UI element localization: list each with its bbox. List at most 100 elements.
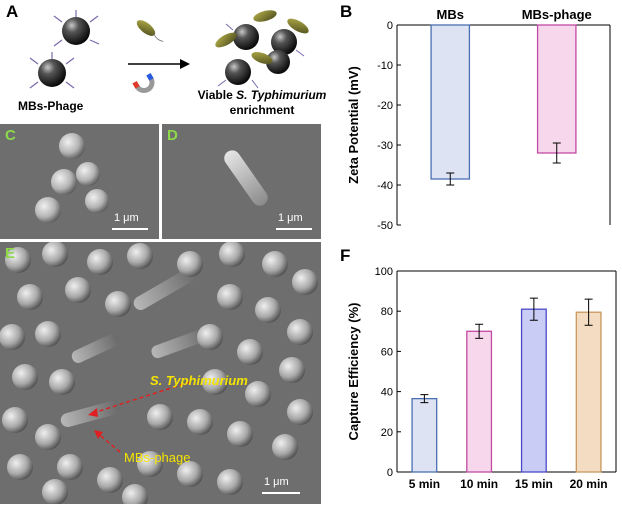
microbead-icon — [147, 404, 173, 430]
bead-icon — [233, 24, 259, 50]
panel-letter-a: A — [6, 2, 19, 21]
arrow-head-icon — [88, 408, 98, 417]
microbead-cluster-icon — [35, 133, 109, 223]
y-tick-label: 100 — [375, 266, 393, 278]
microbead-icon — [255, 297, 281, 323]
bead-icon — [266, 50, 290, 74]
y-tick-label: -10 — [377, 60, 393, 72]
bacterium-icon — [136, 20, 164, 42]
scale-bar-e — [262, 492, 300, 494]
panel-a-schematic — [29, 10, 309, 93]
scale-bar-d — [276, 228, 312, 230]
category-label: 5 min — [409, 477, 440, 491]
microbead-icon — [122, 484, 148, 504]
bead-icon — [271, 29, 297, 55]
bar-2 — [466, 330, 493, 473]
panel-letter-e: E — [5, 245, 16, 262]
microbead-icon — [97, 467, 123, 493]
scale-text-e: 1 μm — [264, 476, 289, 488]
microbead-icon — [292, 269, 318, 295]
y-tick-label: -20 — [377, 100, 393, 112]
arrow-bacteria — [89, 381, 191, 415]
bacterium-icon — [215, 32, 237, 48]
bead-icon — [225, 59, 251, 85]
microbead-icon — [127, 243, 153, 269]
zeta-potential-chart: 0 -10 -20 -30 -40 -50 Zeta Potential (mV) MBs MB… — [346, 7, 611, 232]
microbead-icon — [87, 249, 113, 275]
microbead-icon — [217, 469, 243, 495]
microbead-icon — [42, 242, 68, 267]
microbead-icon — [187, 409, 213, 435]
enrichment-label: Viable S. Typhimurium enrichment — [187, 88, 337, 118]
enrichment-label-line2: enrichment — [229, 103, 295, 117]
enrichment-label-prefix: Viable — [197, 88, 237, 102]
panel-letter-b: B — [340, 2, 353, 21]
microbead-icon — [49, 369, 75, 395]
microbead-icon — [287, 319, 313, 345]
microbead-icon — [5, 247, 31, 273]
y-tick-label: 60 — [381, 346, 393, 358]
bead-icon — [53, 10, 100, 47]
y-tick-label: -30 — [377, 140, 393, 152]
bar-3 — [520, 308, 547, 473]
category-label: MBs-phage — [522, 7, 592, 22]
scale-bar-c — [112, 228, 148, 230]
microbead-icon — [105, 291, 131, 317]
microbead-icon — [279, 357, 305, 383]
sem-image-e: E S. Typhimurium MBs-phage 1 μm — [0, 242, 321, 504]
panel-letter-c: C — [5, 127, 16, 144]
category-label: 10 min — [460, 477, 498, 491]
microbead-icon — [262, 251, 288, 277]
bacterium-icon — [251, 51, 273, 65]
y-tick-label: 20 — [381, 427, 393, 439]
sem-image-d: D 1 μm — [162, 124, 321, 239]
microbead-icon — [245, 381, 271, 407]
microbead-icon — [17, 284, 43, 310]
microbead-icon — [197, 324, 223, 350]
microbead-icon — [287, 399, 313, 425]
y-axis-label: Zeta Potential (mV) — [346, 66, 361, 184]
y-tick-label: -50 — [377, 220, 393, 232]
label-s-typhimurium: S. Typhimurium — [150, 373, 248, 388]
microbead-icon — [35, 321, 61, 347]
microbead-icon — [7, 454, 33, 480]
y-tick-label: -40 — [377, 180, 393, 192]
bacterium-rod-icon — [224, 150, 268, 206]
category-label: 15 min — [515, 477, 553, 491]
microbeads — [0, 242, 318, 504]
panel-letter-d: D — [167, 127, 178, 144]
microbead-icon — [219, 242, 245, 267]
microbead-icon — [137, 451, 163, 477]
microbead-icon — [0, 324, 25, 350]
mbs-phage-label: MBs-Phage — [18, 99, 84, 113]
bar-2 — [536, 24, 577, 154]
microbead-icon — [57, 454, 83, 480]
y-tick-label: 40 — [381, 387, 393, 399]
microbead-icon — [35, 424, 61, 450]
microbead-icon — [177, 461, 203, 487]
scale-text-d: 1 μm — [278, 212, 303, 224]
microbead-icon — [272, 434, 298, 460]
scale-text-c: 1 μm — [114, 212, 139, 224]
y-tick-label: 80 — [381, 306, 393, 318]
category-label: MBs — [437, 7, 464, 22]
capture-efficiency-chart: 0 20 40 60 80 100 Capture Efficiency (%) 5 min 1… — [346, 266, 617, 491]
label-mbs-phage: MBs-phage — [124, 450, 191, 465]
bead-icon — [29, 52, 75, 89]
y-tick-label: 0 — [387, 467, 393, 479]
microbead-icon — [12, 364, 38, 390]
microbead-icon — [42, 479, 68, 504]
microbead-icon — [202, 369, 228, 395]
arrow-head-icon — [94, 430, 103, 439]
y-tick-label: 0 — [387, 20, 393, 32]
magnet-icon — [132, 72, 155, 93]
sem-beads-field — [0, 242, 318, 504]
category-label: 20 min — [570, 477, 608, 491]
bar-1 — [411, 397, 438, 473]
bacterium-icon — [287, 18, 309, 34]
y-axis-label: Capture Efficiency (%) — [346, 303, 361, 441]
microbead-icon — [2, 407, 28, 433]
bacterium-icon — [253, 10, 277, 22]
microbead-icon — [227, 421, 253, 447]
enrichment-label-species: S. Typhimurium — [236, 88, 327, 102]
